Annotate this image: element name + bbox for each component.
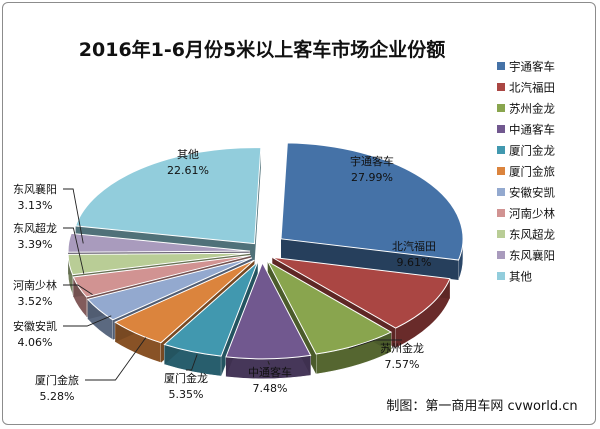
legend-label: 厦门金龙	[509, 144, 555, 158]
pie-slice-0	[280, 142, 464, 281]
legend-label: 北汽福田	[509, 81, 555, 95]
pie-slice-top	[74, 147, 262, 245]
pie-slice-2	[266, 260, 393, 375]
legend-swatch	[497, 209, 505, 217]
slice-label-name: 其他	[177, 148, 199, 161]
leader-line	[348, 339, 402, 350]
slice-label-name: 北汽福田	[392, 239, 436, 253]
slice-label-name: 厦门金龙	[164, 371, 208, 385]
slice-label-value: 7.57%	[385, 358, 420, 371]
legend-label: 中通客车	[509, 123, 555, 137]
pie-slice-top	[163, 261, 259, 357]
legend: 宇通客车北汽福田苏州金龙中通客车厦门金龙厦门金旅安徽安凯河南少林东风超龙东风襄阳…	[497, 60, 555, 284]
legend-swatch	[497, 146, 505, 154]
pie-slices	[67, 142, 464, 380]
leader-line	[186, 354, 198, 371]
slice-label-name: 安徽安凯	[13, 319, 57, 333]
leader-lines	[63, 188, 402, 381]
legend-label: 东风超龙	[509, 228, 555, 242]
legend-label: 安徽安凯	[509, 186, 555, 200]
slice-label-value: 3.52%	[18, 295, 53, 308]
credit-text: 制图：第一商用车网 cvworld.cn	[386, 398, 577, 414]
slice-label-value: 4.06%	[18, 336, 53, 349]
legend-swatch	[497, 272, 505, 280]
pie-slice-top	[272, 256, 451, 329]
slice-label-name: 厦门金旅	[35, 373, 79, 387]
slice-label-value: 22.61%	[167, 164, 209, 177]
slice-label-name: 苏州金龙	[380, 341, 424, 355]
slice-label-name: 东风超龙	[13, 221, 57, 235]
legend-label: 宇通客车	[509, 60, 555, 74]
leader-line	[63, 284, 93, 295]
slice-label-value: 9.61%	[397, 256, 432, 269]
legend-swatch	[497, 62, 505, 70]
pie-slice-top	[266, 260, 393, 355]
pie-slice-top	[86, 257, 253, 321]
legend-label: 其他	[509, 270, 532, 284]
pie-slice-top	[72, 255, 251, 298]
pie-slice-3	[225, 261, 312, 380]
slice-labels: 宇通客车 27.99% 北汽福田 9.61% 苏州金龙 7.57% 中通客车 7.48% 厦门金…	[13, 148, 436, 403]
pie-slice-4	[163, 261, 259, 377]
legend-label: 河南少林	[509, 207, 555, 221]
slice-label-value: 5.35%	[169, 388, 204, 401]
legend-swatch	[497, 125, 505, 133]
slice-label-value: 3.39%	[18, 238, 53, 251]
legend-swatch	[497, 230, 505, 238]
slice-label-name: 中通客车	[248, 365, 292, 379]
slice-label-name: 宇通客车	[350, 154, 394, 168]
legend-label: 东风襄阳	[509, 249, 555, 263]
chart-title: 2016年1-6月份5米以上客车市场企业份额	[79, 38, 445, 61]
legend-swatch	[497, 251, 505, 259]
legend-label: 苏州金龙	[509, 102, 555, 116]
leader-line	[63, 188, 84, 244]
leader-line	[267, 360, 270, 365]
pie-slice-face	[281, 238, 459, 281]
slice-label-value: 5.28%	[40, 390, 75, 403]
legend-swatch	[497, 188, 505, 196]
leader-line	[63, 315, 112, 327]
slice-label-name: 东风襄阳	[13, 182, 57, 196]
leader-line	[85, 337, 147, 381]
legend-swatch	[497, 83, 505, 91]
leader-line	[63, 227, 85, 274]
slice-label-value: 3.13%	[18, 199, 53, 212]
slice-label-value: 7.48%	[253, 382, 288, 395]
slice-label-value: 27.99%	[351, 171, 393, 184]
legend-swatch	[497, 104, 505, 112]
legend-label: 厦门金旅	[509, 165, 555, 179]
legend-swatch	[497, 167, 505, 175]
pie-slice-top	[67, 232, 251, 253]
pie-slice-top	[67, 252, 251, 276]
slice-label-name: 河南少林	[13, 278, 57, 292]
pie-slice-top	[114, 259, 255, 344]
pie-slice-top	[280, 142, 464, 261]
pie-slice-top	[225, 261, 312, 360]
